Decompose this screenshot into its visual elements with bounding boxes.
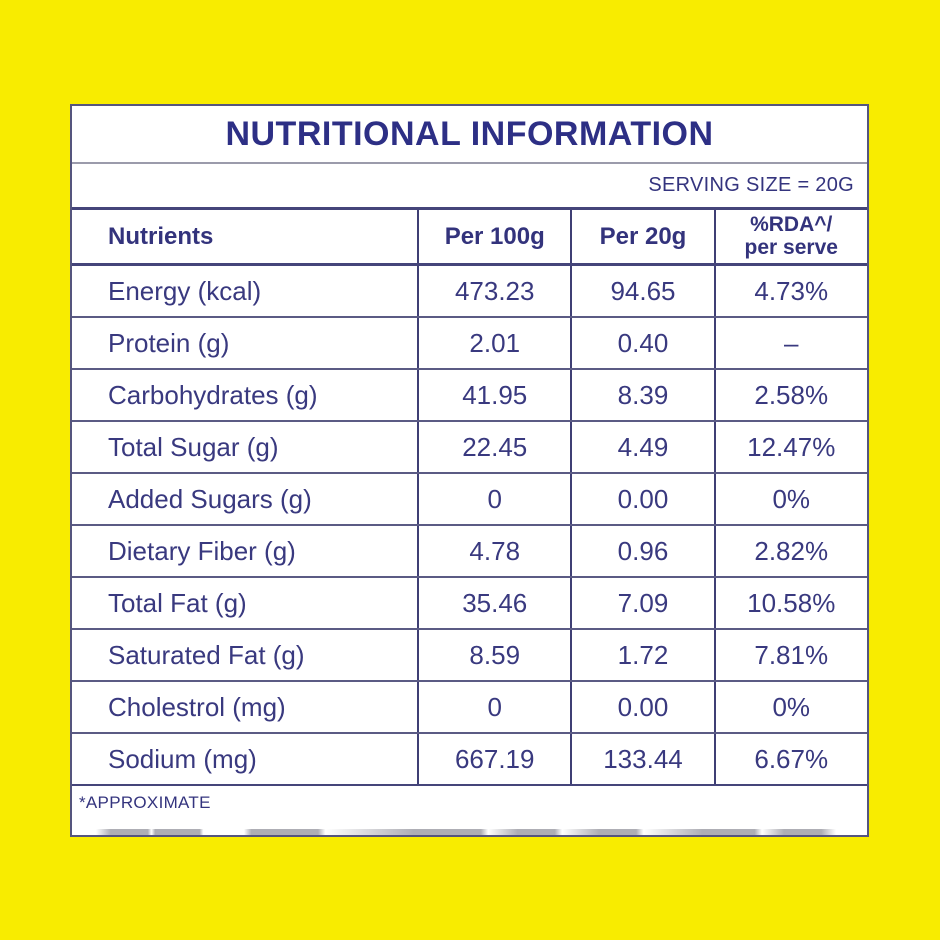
serving-size-label: SERVING SIZE = 20G (648, 174, 854, 196)
per-20g-value: 7.09 (570, 578, 713, 628)
table-row-dietary-fiber: Dietary Fiber (g) 4.78 0.96 2.82% (72, 526, 867, 578)
nutrient-name: Dietary Fiber (g) (108, 535, 296, 566)
footnote-section: *APPROXIMATE (72, 786, 867, 835)
column-header-per-100g: Per 100g (417, 210, 570, 263)
per-100g-value: 41.95 (417, 370, 570, 420)
per-100g-value: 22.45 (417, 422, 570, 472)
approximate-footnote: *APPROXIMATE (79, 793, 211, 812)
column-header-nutrients: Nutrients (108, 222, 214, 250)
per-100g-value: 0 (417, 682, 570, 732)
rda-value: 10.58% (713, 578, 867, 628)
per-100g-value: 667.19 (417, 734, 570, 784)
per-20g-value: 4.49 (570, 422, 713, 472)
nutrient-name: Energy (kcal) (108, 275, 262, 306)
nutrient-name: Total Fat (g) (108, 587, 247, 618)
per-20g-value: 0.00 (570, 682, 713, 732)
rda-value: 0% (713, 474, 867, 524)
nutrition-label-card: NUTRITIONAL INFORMATION SERVING SIZE = 2… (70, 104, 869, 837)
nutrient-name: Protein (g) (108, 327, 230, 358)
page-title: NUTRITIONAL INFORMATION (225, 114, 714, 153)
per-20g-value: 94.65 (570, 266, 713, 316)
serving-size-row: SERVING SIZE = 20G (72, 164, 867, 210)
table-row-total-sugar: Total Sugar (g) 22.45 4.49 12.47% (72, 422, 867, 474)
per-20g-value: 0.96 (570, 526, 713, 576)
rda-header-line1: %RDA^/ (750, 213, 833, 237)
rda-value: 2.82% (713, 526, 867, 576)
rda-value: 0% (713, 682, 867, 732)
per-100g-value: 473.23 (417, 266, 570, 316)
per-100g-value: 0 (417, 474, 570, 524)
per-20g-value: 1.72 (570, 630, 713, 680)
title-section: NUTRITIONAL INFORMATION (72, 106, 867, 164)
per-20g-value: 0.40 (570, 318, 713, 368)
per-20g-value: 8.39 (570, 370, 713, 420)
rda-value: 6.67% (713, 734, 867, 784)
per-20g-value: 0.00 (570, 474, 713, 524)
nutrient-name: Carbohydrates (g) (108, 379, 318, 410)
per-20g-value: 133.44 (570, 734, 713, 784)
table-row-sodium: Sodium (mg) 667.19 133.44 6.67% (72, 734, 867, 786)
nutrient-name: Sodium (mg) (108, 743, 257, 774)
nutrient-name: Saturated Fat (g) (108, 639, 305, 670)
column-header-per-20g: Per 20g (570, 210, 713, 263)
rda-value: 12.47% (713, 422, 867, 472)
rda-value: – (713, 318, 867, 368)
per-100g-value: 8.59 (417, 630, 570, 680)
per-100g-value: 4.78 (417, 526, 570, 576)
nutrient-name: Cholestrol (mg) (108, 691, 286, 722)
table-row-saturated-fat: Saturated Fat (g) 8.59 1.72 7.81% (72, 630, 867, 682)
table-row-carbohydrates: Carbohydrates (g) 41.95 8.39 2.58% (72, 370, 867, 422)
nutrient-name: Added Sugars (g) (108, 483, 312, 514)
table-row-cholestrol: Cholestrol (mg) 0 0.00 0% (72, 682, 867, 734)
per-100g-value: 2.01 (417, 318, 570, 368)
table-row-added-sugars: Added Sugars (g) 0 0.00 0% (72, 474, 867, 526)
rda-value: 4.73% (713, 266, 867, 316)
column-header-rda: %RDA^/ per serve (713, 210, 867, 263)
rda-value: 2.58% (713, 370, 867, 420)
table-header-row: Nutrients Per 100g Per 20g %RDA^/ per se… (72, 210, 867, 266)
rda-header-line2: per serve (744, 235, 838, 259)
rda-value: 7.81% (713, 630, 867, 680)
per-100g-value: 35.46 (417, 578, 570, 628)
table-row-total-fat: Total Fat (g) 35.46 7.09 10.58% (72, 578, 867, 630)
nutrient-name: Total Sugar (g) (108, 431, 279, 462)
nutrition-table: Nutrients Per 100g Per 20g %RDA^/ per se… (72, 210, 867, 786)
clipped-text-line (96, 829, 836, 835)
table-row-protein: Protein (g) 2.01 0.40 – (72, 318, 867, 370)
table-row-energy: Energy (kcal) 473.23 94.65 4.73% (72, 266, 867, 318)
